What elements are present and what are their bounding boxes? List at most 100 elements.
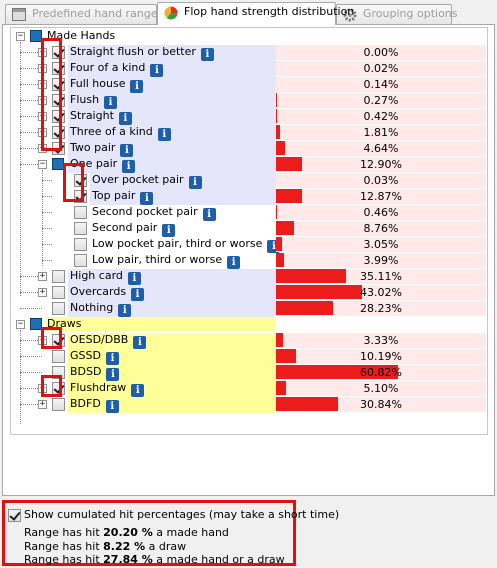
- tree-line: [42, 212, 52, 213]
- tree-row[interactable]: + OESD/DBB i 3.33%: [11, 332, 487, 349]
- tree-row[interactable]: + High card i 35.11%: [11, 268, 487, 285]
- group-draws[interactable]: − Draws: [11, 316, 487, 332]
- info-icon[interactable]: i: [127, 272, 141, 285]
- tree-row[interactable]: + Straight flush or better i 0.00%: [11, 44, 487, 61]
- tree-row[interactable]: Low pocket pair, third or worse i 3.05%: [11, 236, 487, 253]
- info-icon[interactable]: i: [227, 256, 241, 269]
- expand-icon[interactable]: +: [38, 399, 47, 409]
- expand-icon[interactable]: +: [38, 383, 47, 393]
- tab-predefined-hand-ranges[interactable]: Predefined hand ranges: [5, 4, 163, 24]
- row-checkbox[interactable]: [52, 126, 65, 139]
- summary-value: 8.22 %: [103, 540, 146, 553]
- tree-line: [20, 372, 42, 373]
- expand-icon[interactable]: +: [38, 287, 47, 297]
- row-checkbox[interactable]: [52, 78, 65, 91]
- tree-line: [20, 292, 42, 293]
- row-checkbox[interactable]: [52, 110, 65, 123]
- row-label: Flushdraw i: [68, 381, 276, 397]
- expand-icon[interactable]: +: [38, 63, 47, 73]
- collapse-icon[interactable]: −: [16, 319, 25, 329]
- tab-flop-hand-strength[interactable]: Flop hand strength distribution: [157, 2, 354, 25]
- tree-row[interactable]: BDSD i 60.82%: [11, 364, 487, 381]
- info-icon[interactable]: i: [130, 80, 144, 93]
- row-checkbox[interactable]: [52, 94, 65, 107]
- info-icon[interactable]: i: [105, 400, 119, 413]
- tree-row[interactable]: Over pocket pair i 0.03%: [11, 172, 487, 189]
- hand-strength-tree[interactable]: − Made Hands − Draws + Straight flush or …: [10, 27, 488, 435]
- percentage-value: 35.11%: [360, 270, 402, 283]
- row-checkbox[interactable]: [52, 398, 65, 411]
- expand-icon[interactable]: +: [38, 111, 47, 121]
- tree-row[interactable]: + Two pair i 4.64%: [11, 140, 487, 157]
- info-icon[interactable]: i: [104, 96, 118, 109]
- tree-row[interactable]: + Flush i 0.27%: [11, 92, 487, 109]
- row-checkbox[interactable]: [52, 142, 65, 155]
- row-checkbox[interactable]: [74, 174, 87, 187]
- tree-row[interactable]: + Straight i 0.42%: [11, 108, 487, 125]
- tree-row[interactable]: + Four of a kind i 0.02%: [11, 60, 487, 77]
- row-label-text: Nothing: [70, 301, 114, 314]
- row-label: Straight i: [68, 109, 276, 125]
- info-icon[interactable]: i: [122, 160, 136, 173]
- tree-row[interactable]: Top pair i 12.87%: [11, 188, 487, 205]
- row-label-text: Three of a kind: [70, 125, 153, 138]
- row-checkbox[interactable]: [74, 222, 87, 235]
- row-checkbox[interactable]: [52, 350, 65, 363]
- cumulated-checkbox[interactable]: [8, 509, 21, 522]
- info-icon[interactable]: i: [120, 144, 134, 157]
- expand-icon[interactable]: +: [38, 143, 47, 153]
- tree-row[interactable]: + Three of a kind i 1.81%: [11, 124, 487, 141]
- collapse-icon[interactable]: −: [16, 31, 25, 41]
- row-checkbox[interactable]: [52, 62, 65, 75]
- row-checkbox[interactable]: [74, 190, 87, 203]
- tree-row[interactable]: + Flushdraw i 5.10%: [11, 380, 487, 397]
- row-label: One pair i: [68, 157, 276, 173]
- group-made-hands[interactable]: − Made Hands: [11, 28, 487, 44]
- expand-icon[interactable]: +: [38, 95, 47, 105]
- percentage-bar: [276, 333, 283, 347]
- tree-row[interactable]: + Full house i 0.14%: [11, 76, 487, 93]
- row-checkbox[interactable]: [52, 286, 65, 299]
- row-label-text: Top pair: [92, 189, 136, 202]
- info-icon[interactable]: i: [118, 112, 132, 125]
- row-checkbox[interactable]: [52, 270, 65, 283]
- collapse-icon[interactable]: −: [38, 159, 47, 169]
- expand-icon[interactable]: +: [38, 79, 47, 89]
- tree-row[interactable]: Nothing i 28.23%: [11, 300, 487, 317]
- info-icon[interactable]: i: [162, 224, 176, 237]
- info-icon[interactable]: i: [131, 288, 145, 301]
- row-checkbox[interactable]: [52, 382, 65, 395]
- row-checkbox[interactable]: [52, 302, 65, 315]
- row-checkbox[interactable]: [74, 206, 87, 219]
- tab-grouping-options[interactable]: Grouping options: [336, 4, 458, 24]
- row-checkbox[interactable]: [74, 238, 87, 251]
- info-icon[interactable]: i: [106, 368, 120, 381]
- info-icon[interactable]: i: [105, 352, 119, 365]
- info-icon[interactable]: i: [202, 208, 216, 221]
- tree-row[interactable]: Low pair, third or worse i 3.99%: [11, 252, 487, 269]
- row-checkbox[interactable]: [52, 46, 65, 59]
- row-checkbox[interactable]: [52, 334, 65, 347]
- info-icon[interactable]: i: [140, 192, 154, 205]
- row-checkbox[interactable]: [52, 366, 65, 379]
- row-checkbox[interactable]: [74, 254, 87, 267]
- info-icon[interactable]: i: [188, 176, 202, 189]
- tree-row[interactable]: Second pocket pair i 0.46%: [11, 204, 487, 221]
- expand-icon[interactable]: +: [38, 271, 47, 281]
- info-icon[interactable]: i: [118, 304, 132, 317]
- row-label-text: Straight: [70, 109, 114, 122]
- expand-icon[interactable]: +: [38, 127, 47, 137]
- tree-row[interactable]: GSSD i 10.19%: [11, 348, 487, 365]
- tree-row[interactable]: − One pair i 12.90%: [11, 156, 487, 173]
- info-icon[interactable]: i: [157, 128, 171, 141]
- tree-row[interactable]: + BDFD i 30.84%: [11, 396, 487, 413]
- expand-icon[interactable]: +: [38, 47, 47, 57]
- expand-icon[interactable]: +: [38, 335, 47, 345]
- tree-row[interactable]: Second pair i 8.76%: [11, 220, 487, 237]
- info-icon[interactable]: i: [133, 336, 147, 349]
- info-icon[interactable]: i: [150, 64, 164, 77]
- tree-row[interactable]: + Overcards i 43.02%: [11, 284, 487, 301]
- info-icon[interactable]: i: [131, 384, 145, 397]
- info-icon[interactable]: i: [200, 48, 214, 61]
- tree-line: [20, 164, 42, 165]
